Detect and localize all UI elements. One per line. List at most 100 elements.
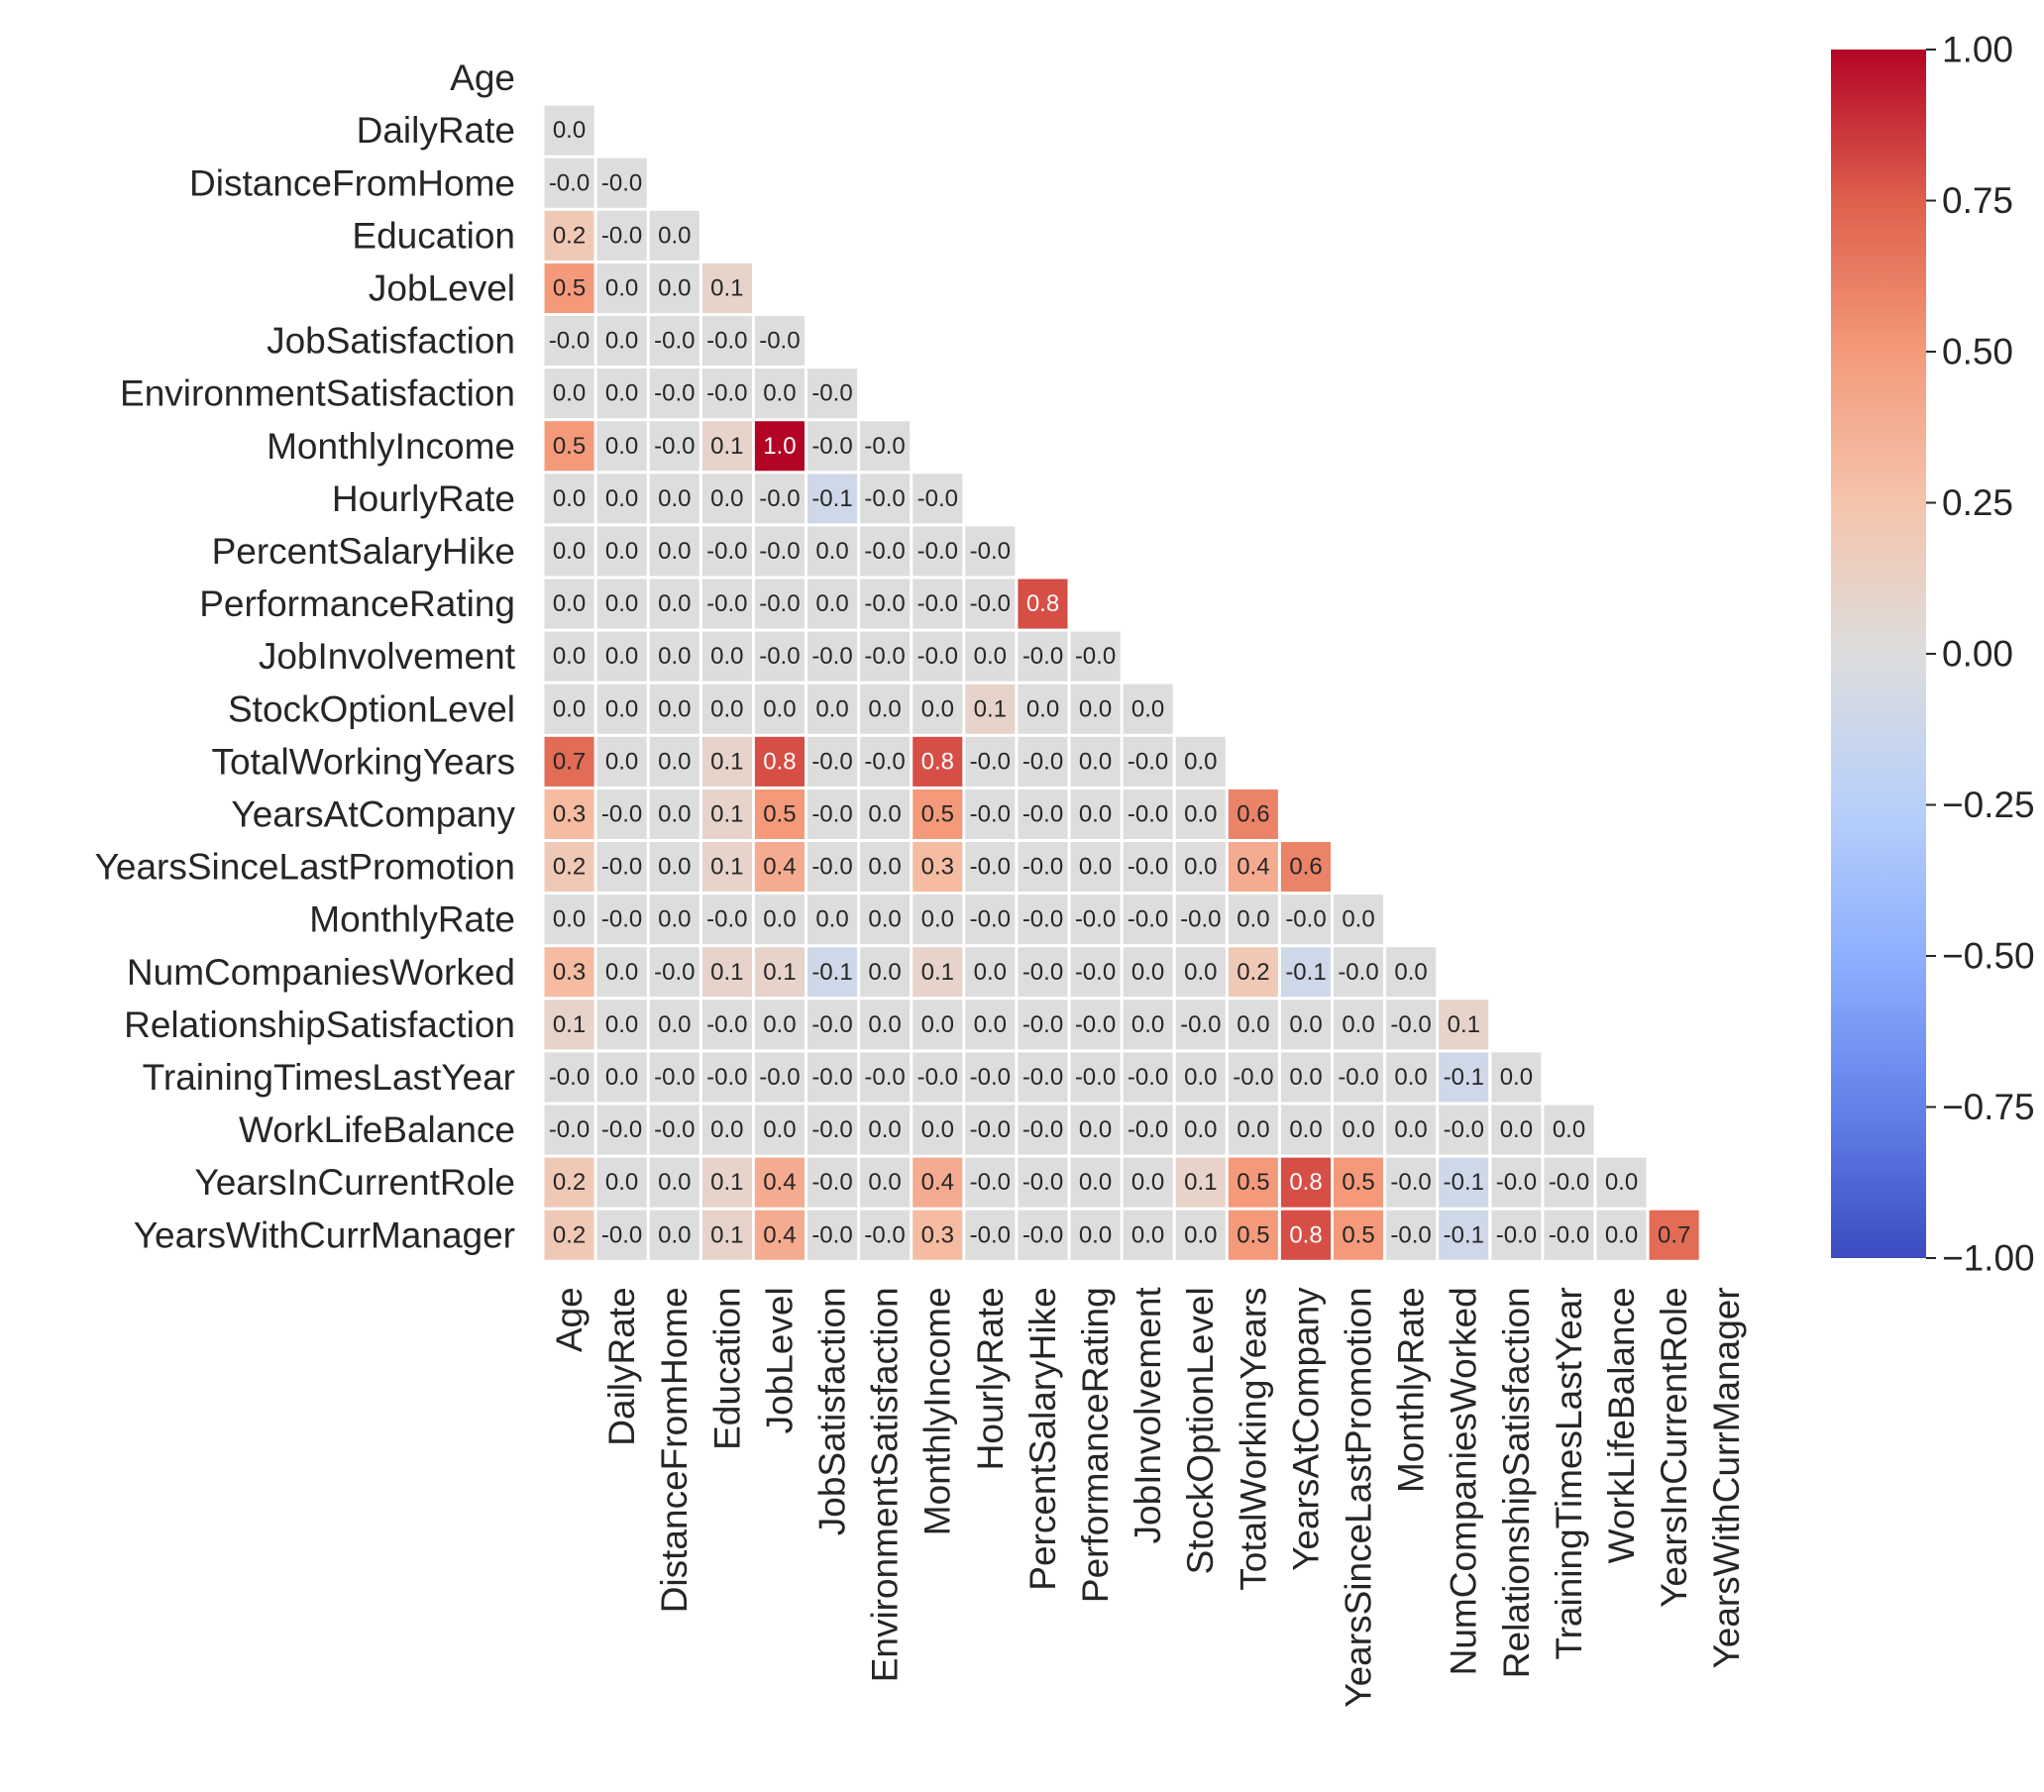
cell-value-label: 0.7 [1658, 1221, 1690, 1248]
heatmap-cell [754, 1210, 805, 1260]
cell-value-label: -0.0 [1128, 1064, 1168, 1091]
cell-value-label: -0.0 [706, 906, 747, 933]
heatmap-cell [1334, 1000, 1384, 1050]
cell-value-label: -0.0 [1233, 1064, 1273, 1091]
heatmap-cell [1491, 1210, 1542, 1260]
cell-value-label: -0.0 [864, 538, 905, 565]
heatmap-cell [1018, 895, 1068, 945]
cell-value-label: 0.0 [1237, 906, 1269, 933]
cell-value-label: 0.0 [1079, 748, 1112, 775]
y-tick-label-years-in-current-role: YearsInCurrentRole [194, 1162, 515, 1203]
cell-value-label: 0.8 [921, 748, 954, 775]
cell-value-label: -0.0 [601, 800, 642, 827]
heatmap-cell [701, 789, 752, 839]
cell-value-label: -0.0 [601, 169, 642, 196]
cell-value-label: -0.0 [811, 433, 852, 460]
cell-value-label: 0.0 [868, 959, 901, 986]
cell-value-label: 0.0 [763, 695, 796, 722]
heatmap-cell [807, 1210, 858, 1260]
cell-value-label: 0.3 [921, 854, 954, 881]
heatmap-cell [754, 631, 805, 682]
cell-value-label: -0.0 [706, 538, 747, 565]
cell-value-label: 0.0 [658, 800, 691, 827]
heatmap-cell [649, 316, 699, 367]
heatmap-cell [1228, 1000, 1278, 1050]
cell-value-label: -0.0 [654, 380, 695, 407]
cell-value-label: -0.0 [654, 433, 695, 460]
cell-value-label: -0.0 [1128, 854, 1168, 881]
cell-value-label: 0.1 [710, 800, 743, 827]
heatmap-cell [965, 526, 1016, 577]
y-tick-label-total-working-years: TotalWorkingYears [212, 741, 515, 782]
cell-value-label: -0.0 [654, 1116, 695, 1143]
cell-value-label: 0.0 [658, 906, 691, 933]
heatmap-cell [1280, 947, 1331, 998]
cell-value-label: 0.0 [763, 1116, 796, 1143]
cell-value-label: -0.0 [864, 1221, 905, 1248]
cell-value-label: 0.2 [553, 1169, 586, 1196]
heatmap-cell [965, 789, 1016, 839]
cell-value-label: -0.0 [1180, 906, 1221, 933]
cell-value-label: -0.0 [811, 1011, 852, 1038]
cell-value-label: 0.1 [710, 748, 743, 775]
heatmap-cell [807, 474, 858, 524]
heatmap-cell [754, 421, 805, 472]
cell-value-label: 0.0 [1500, 1116, 1533, 1143]
cell-value-label: 0.1 [553, 1011, 586, 1038]
heatmap-cell [860, 579, 911, 629]
heatmap-cell [913, 474, 963, 524]
heatmap-cell [913, 579, 963, 629]
cell-value-label: -0.0 [1496, 1169, 1537, 1196]
cell-value-label: 0.4 [921, 1169, 954, 1196]
colorbar-tick-label: 0.25 [1942, 482, 2013, 523]
cell-value-label: 0.0 [815, 538, 848, 565]
cell-value-label: -0.0 [811, 800, 852, 827]
heatmap-cell [1228, 1210, 1278, 1260]
cell-value-label: -0.0 [1338, 959, 1378, 986]
x-tick-label-job-involvement: JobInvolvement [1128, 1287, 1168, 1544]
cell-value-label: 0.0 [763, 906, 796, 933]
heatmap-cell [913, 1105, 963, 1155]
cell-value-label: 0.0 [553, 643, 586, 670]
y-tick-label-job-involvement: JobInvolvement [259, 636, 516, 677]
y-tick-label-training-times-last-year: TrainingTimesLastYear [143, 1057, 515, 1098]
heatmap-cell [754, 1157, 805, 1208]
cell-value-label: -0.0 [917, 590, 958, 617]
heatmap-cells: 0.0 -0.0 -0.0 0.2 -0.0 0.0 0.5 0.0 0.0 0.1 -0.0 0.0… [544, 105, 1699, 1260]
heatmap-cell [544, 526, 594, 577]
cell-value-label: -0.0 [1022, 1221, 1063, 1248]
heatmap-cell [1175, 1210, 1226, 1260]
cell-value-label: -0.0 [1390, 1011, 1431, 1038]
heatmap-cell [1123, 947, 1173, 998]
cell-value-label: 0.0 [1184, 959, 1217, 986]
cell-value-label: 0.1 [710, 433, 743, 460]
cell-value-label: 0.5 [763, 800, 796, 827]
cell-value-label: 0.0 [1184, 1221, 1217, 1248]
heatmap-cell [649, 947, 699, 998]
cell-value-label: -0.0 [970, 854, 1011, 881]
heatmap-cell [649, 736, 699, 787]
heatmap-cell [649, 631, 699, 682]
cell-value-label: -0.0 [1022, 1064, 1063, 1091]
cell-value-label: -0.0 [759, 1064, 800, 1091]
cell-value-label: 0.2 [553, 854, 586, 881]
cell-value-label: 0.0 [605, 1169, 638, 1196]
heatmap-cell [1334, 1210, 1384, 1260]
cell-value-label: -0.0 [864, 590, 905, 617]
heatmap-cell [807, 1052, 858, 1103]
heatmap-cell [1123, 1210, 1173, 1260]
cell-value-label: -0.0 [811, 380, 852, 407]
cell-value-label: -0.0 [811, 1064, 852, 1091]
heatmap-cell [701, 1105, 752, 1155]
cell-value-label: -0.1 [1444, 1064, 1484, 1091]
cell-value-label: 0.0 [1342, 1116, 1374, 1143]
heatmap-cell [544, 421, 594, 472]
cell-value-label: 0.3 [921, 1221, 954, 1248]
cell-value-label: 0.2 [553, 1221, 586, 1248]
cell-value-label: -0.0 [759, 328, 800, 355]
cell-value-label: -0.0 [1075, 1011, 1116, 1038]
cell-value-label: 0.0 [1079, 1169, 1112, 1196]
heatmap-cell [1175, 1052, 1226, 1103]
cell-value-label: -0.0 [1390, 1221, 1431, 1248]
heatmap-cell [965, 1000, 1016, 1050]
